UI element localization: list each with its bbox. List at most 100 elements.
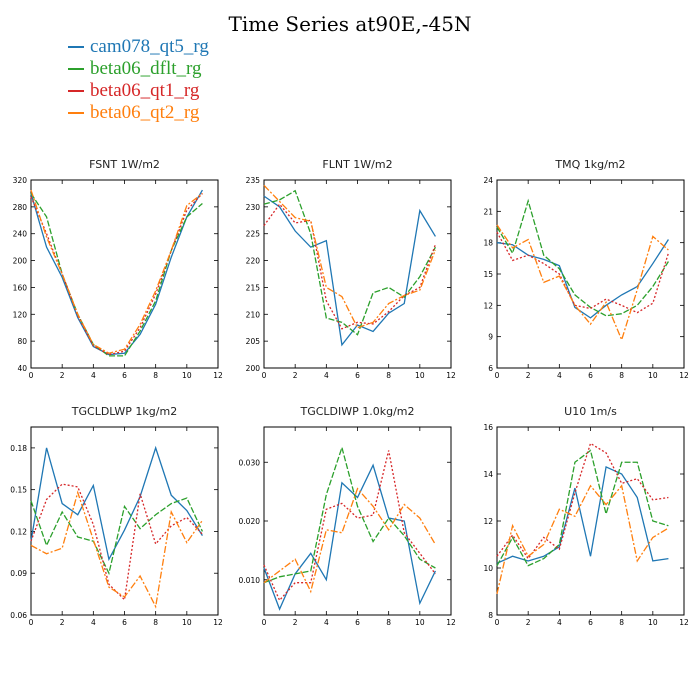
x-tick-label: 4 [324, 618, 329, 627]
y-tick-label: 0.030 [239, 458, 261, 467]
series-line-beta06_dflt_rg [496, 198, 669, 317]
x-tick-label: 12 [679, 371, 689, 380]
x-tick-label: 0 [262, 618, 267, 627]
plot-frame [30, 179, 219, 369]
x-tick-label: 0 [262, 371, 267, 380]
figure-title: Time Series at90E,-45N [228, 12, 472, 36]
legend-swatch [68, 68, 84, 70]
series-line-beta06_qt2_rg [30, 189, 203, 354]
x-tick-label: 6 [588, 618, 593, 627]
y-tick-label: 200 [13, 257, 28, 266]
y-tick-label: 21 [483, 207, 493, 216]
series-line-beta06_qt2_rg [496, 224, 669, 342]
x-tick-label: 12 [213, 371, 223, 380]
y-tick-label: 15 [483, 270, 493, 279]
y-tick-label: 12 [483, 301, 493, 310]
x-tick-label: 0 [495, 371, 500, 380]
series-line-cam078_qt5_rg [263, 463, 437, 611]
x-tick-label: 6 [122, 618, 127, 627]
x-tick-label: 2 [60, 371, 65, 380]
legend: cam078_qt5_rg beta06_dflt_rg beta06_qt1_… [68, 36, 209, 124]
x-tick-label: 4 [91, 371, 96, 380]
series-line-beta06_dflt_rg [496, 449, 669, 567]
series-line-cam078_qt5_rg [263, 195, 436, 347]
y-tick-label: 210 [246, 310, 261, 319]
y-tick-label: 6 [488, 364, 493, 373]
y-tick-label: 0.06 [10, 611, 27, 620]
series-line-beta06_qt1_rg [263, 450, 436, 602]
series-line-beta06_dflt_rg [30, 497, 204, 576]
x-tick-label: 8 [153, 618, 158, 627]
x-tick-label: 8 [619, 371, 624, 380]
series-line-beta06_dflt_rg [30, 193, 203, 357]
x-tick-label: 10 [415, 371, 425, 380]
legend-item: beta06_qt2_rg [68, 102, 209, 124]
legend-label: beta06_qt1_rg [90, 80, 200, 101]
x-tick-label: 6 [355, 618, 360, 627]
y-tick-label: 24 [483, 176, 493, 185]
plot-frame [263, 179, 452, 369]
x-tick-label: 6 [588, 371, 593, 380]
y-tick-label: 8 [488, 611, 493, 620]
series-line-beta06_dflt_rg [263, 445, 436, 584]
x-tick-label: 8 [153, 371, 158, 380]
series-line-beta06_qt1_rg [496, 442, 669, 560]
x-tick-label: 8 [619, 618, 624, 627]
y-tick-label: 120 [13, 310, 28, 319]
series-line-beta06_qt1_rg [496, 231, 670, 314]
x-tick-label: 10 [648, 371, 658, 380]
x-tick-label: 2 [293, 371, 298, 380]
legend-label: cam078_qt5_rg [90, 36, 209, 57]
x-tick-label: 4 [557, 371, 562, 380]
x-tick-label: 12 [679, 618, 689, 627]
y-tick-label: 0.010 [239, 576, 261, 585]
y-tick-label: 220 [246, 257, 261, 266]
x-tick-label: 10 [182, 618, 192, 627]
x-tick-label: 2 [60, 618, 65, 627]
series-line-beta06_qt1_rg [263, 203, 437, 330]
panel-title: TMQ 1kg/m2 [554, 158, 625, 171]
plot-frame [496, 179, 685, 369]
x-tick-label: 12 [213, 618, 223, 627]
y-tick-label: 0.12 [10, 527, 27, 536]
y-tick-label: 230 [246, 203, 261, 212]
x-tick-label: 10 [415, 618, 425, 627]
legend-item: beta06_qt1_rg [68, 80, 209, 102]
legend-item: cam078_qt5_rg [68, 36, 209, 58]
x-tick-label: 2 [293, 618, 298, 627]
y-tick-label: 0.18 [10, 444, 27, 453]
plot-frame [496, 426, 685, 616]
panel-title: TGCLDIWP 1.0kg/m2 [299, 405, 414, 418]
x-tick-label: 2 [526, 618, 531, 627]
y-tick-label: 80 [17, 337, 27, 346]
series-line-beta06_qt1_rg [30, 483, 203, 602]
panel-title: TGCLDLWP 1kg/m2 [71, 405, 177, 418]
series-line-beta06_qt2_rg [263, 487, 436, 594]
y-tick-label: 16 [483, 423, 493, 432]
y-tick-label: 235 [246, 176, 261, 185]
legend-swatch [68, 46, 84, 48]
y-tick-label: 320 [13, 176, 28, 185]
x-tick-label: 0 [29, 618, 34, 627]
series-line-cam078_qt5_rg [30, 445, 203, 562]
x-tick-label: 6 [355, 371, 360, 380]
x-tick-label: 4 [91, 618, 96, 627]
y-tick-label: 160 [13, 283, 28, 292]
y-tick-label: 0.020 [239, 517, 261, 526]
series-line-beta06_qt1_rg [30, 192, 203, 356]
series-line-beta06_dflt_rg [263, 189, 436, 336]
y-tick-label: 280 [13, 203, 28, 212]
panel-title: FLNT 1W/m2 [322, 158, 392, 171]
x-tick-label: 12 [446, 618, 456, 627]
series-line-beta06_qt2_rg [496, 484, 669, 594]
x-tick-label: 0 [29, 371, 34, 380]
series-line-beta06_qt2_rg [263, 184, 437, 329]
y-tick-label: 14 [483, 470, 493, 479]
y-tick-label: 200 [246, 364, 261, 373]
y-tick-label: 10 [483, 564, 493, 573]
y-tick-label: 40 [17, 364, 27, 373]
x-tick-label: 6 [122, 371, 127, 380]
y-tick-label: 9 [488, 333, 493, 342]
legend-swatch [68, 90, 84, 92]
